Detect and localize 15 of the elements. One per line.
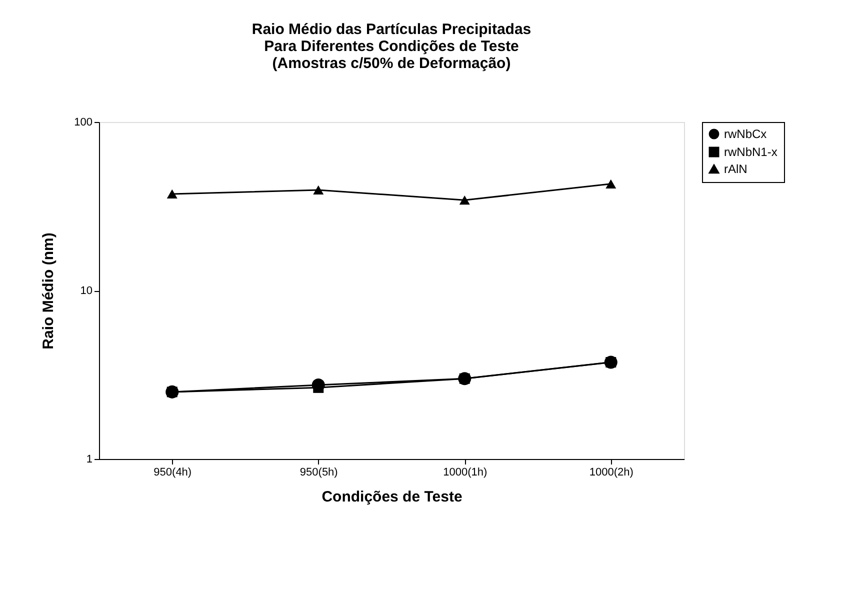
- y-axis-title: Raio Médio (nm): [40, 232, 58, 350]
- y-tick-label: 10: [80, 285, 92, 297]
- x-axis-title: Condições de Teste: [322, 488, 462, 506]
- text: Para Diferentes Condições de Teste: [264, 38, 519, 55]
- y-tick-label: 100: [74, 116, 92, 128]
- x-tick-label: 1000(1h): [443, 466, 488, 478]
- legend-label: rwNbN1-x: [724, 145, 778, 159]
- legend-label: rwNbCx: [724, 127, 767, 141]
- x-tick-label: 950(5h): [300, 466, 338, 478]
- x-tick-label: 950(4h): [154, 466, 192, 478]
- text: Raio Médio das Partículas Precipitadas: [252, 21, 532, 38]
- x-tick-label: 1000(2h): [589, 466, 634, 478]
- legend-label: rAlN: [724, 162, 748, 176]
- text: (Amostras c/50% de Deformação): [272, 55, 511, 72]
- y-tick-label: 1: [86, 454, 92, 466]
